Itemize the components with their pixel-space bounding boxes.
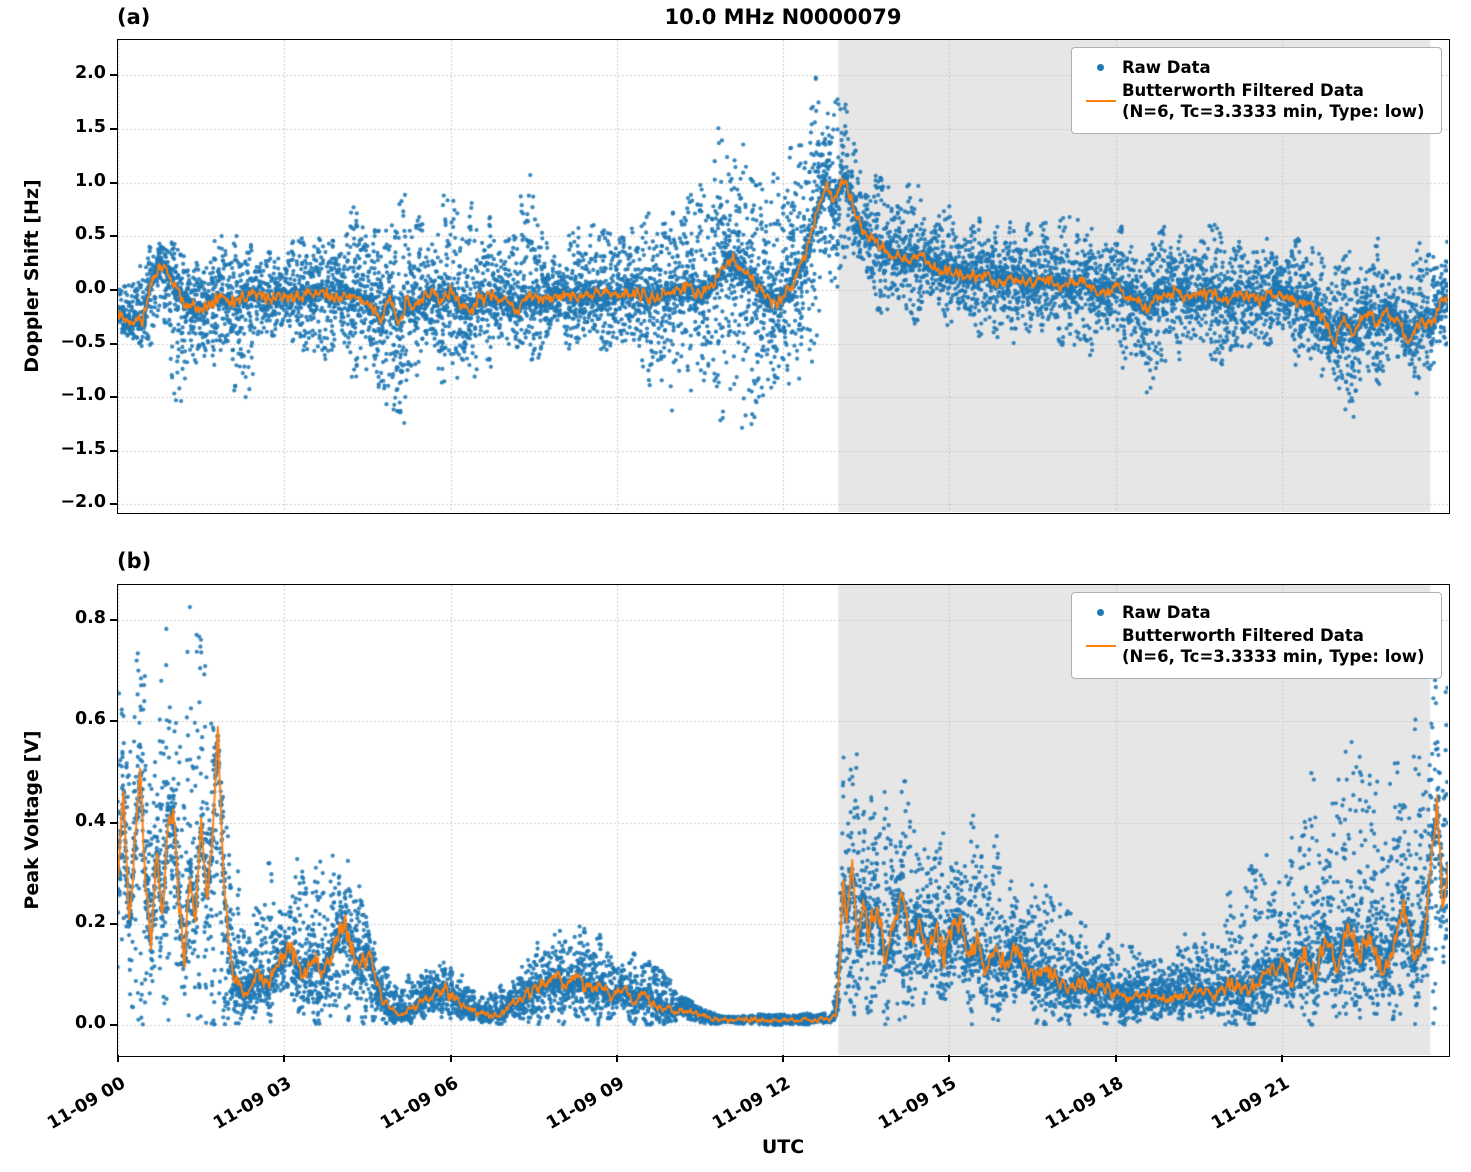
y-tick-label: −2.0 bbox=[60, 492, 106, 513]
y-tick-label: 1.0 bbox=[74, 170, 106, 191]
x-tick-mark bbox=[615, 1055, 618, 1062]
x-tick-label: 11-09 06 bbox=[376, 1073, 462, 1134]
legend-filtered-label: Butterworth Filtered Data bbox=[1121, 80, 1364, 100]
y-tick-mark bbox=[110, 922, 117, 925]
y-tick-mark bbox=[110, 396, 117, 399]
raw-data-marker-icon bbox=[1080, 608, 1122, 616]
legend-a: Raw Data Butterworth Filtered Data (N=6,… bbox=[1070, 46, 1442, 134]
x-axis-label: UTC bbox=[761, 1136, 805, 1158]
x-tick-label: 11-09 15 bbox=[875, 1073, 961, 1134]
panel-b-label: (b) bbox=[117, 549, 152, 573]
x-tick-mark bbox=[1280, 1055, 1283, 1062]
y-tick-label: 0.0 bbox=[74, 277, 106, 298]
legend-filtered-label: Butterworth Filtered Data bbox=[1121, 625, 1364, 645]
y-tick-mark bbox=[110, 181, 117, 184]
legend-raw-label: Raw Data bbox=[1121, 602, 1211, 622]
y-tick-mark bbox=[110, 720, 117, 723]
y-tick-label: −0.5 bbox=[60, 331, 106, 352]
y-tick-mark bbox=[110, 619, 117, 622]
legend-entry-filtered: Butterworth Filtered Data (N=6, Tc=3.333… bbox=[1080, 80, 1425, 122]
legend-entry-raw: Raw Data bbox=[1080, 602, 1425, 623]
x-tick-mark bbox=[449, 1055, 452, 1062]
legend-b: Raw Data Butterworth Filtered Data (N=6,… bbox=[1070, 591, 1442, 679]
y-tick-mark bbox=[110, 1023, 117, 1026]
x-tick-label: 11-09 18 bbox=[1041, 1073, 1127, 1134]
y-tick-label: 0.0 bbox=[74, 1012, 106, 1033]
y-tick-mark bbox=[110, 821, 117, 824]
filtered-line-marker-icon bbox=[1080, 644, 1122, 647]
y-tick-label: −1.0 bbox=[60, 385, 106, 406]
x-tick-mark bbox=[117, 1055, 119, 1062]
y-tick-label: 2.0 bbox=[74, 63, 106, 84]
legend-raw-label: Raw Data bbox=[1121, 57, 1211, 77]
x-tick-mark bbox=[948, 1055, 951, 1062]
y-tick-label: 1.5 bbox=[74, 117, 106, 138]
x-tick-mark bbox=[1114, 1055, 1117, 1062]
y-tick-label: 0.6 bbox=[74, 709, 106, 730]
plot-panel-b: Raw Data Butterworth Filtered Data (N=6,… bbox=[116, 583, 1450, 1057]
x-tick-label: 11-09 21 bbox=[1207, 1073, 1293, 1134]
y-tick-mark bbox=[110, 235, 117, 238]
legend-filtered-sublabel: (N=6, Tc=3.3333 min, Type: low) bbox=[1121, 101, 1425, 121]
y-tick-label: 0.5 bbox=[74, 224, 106, 245]
x-tick-label: 11-09 12 bbox=[709, 1073, 794, 1134]
chart-title: 10.0 MHz N0000079 bbox=[664, 5, 902, 29]
y-tick-mark bbox=[110, 449, 117, 452]
x-tick-label: 11-09 03 bbox=[210, 1073, 296, 1134]
y-tick-label: 0.8 bbox=[74, 608, 106, 629]
y-tick-mark bbox=[110, 503, 117, 506]
panel-a-label: (a) bbox=[117, 5, 151, 29]
y-tick-mark bbox=[110, 288, 117, 291]
y-tick-mark bbox=[110, 128, 117, 131]
y-tick-label: 0.2 bbox=[74, 911, 106, 932]
x-tick-label: 11-09 09 bbox=[542, 1073, 628, 1134]
x-tick-mark bbox=[283, 1055, 286, 1062]
y-tick-label: −1.5 bbox=[60, 438, 106, 459]
y-tick-mark bbox=[110, 342, 117, 345]
plot-panel-a: Raw Data Butterworth Filtered Data (N=6,… bbox=[116, 38, 1450, 514]
legend-entry-filtered: Butterworth Filtered Data (N=6, Tc=3.333… bbox=[1080, 625, 1425, 667]
filtered-line-marker-icon bbox=[1080, 99, 1122, 102]
y-tick-label: 0.4 bbox=[74, 810, 106, 831]
raw-data-marker-icon bbox=[1080, 63, 1122, 71]
legend-filtered-sublabel: (N=6, Tc=3.3333 min, Type: low) bbox=[1121, 646, 1425, 666]
y-tick-mark bbox=[110, 74, 117, 77]
x-tick-mark bbox=[782, 1055, 784, 1062]
legend-entry-raw: Raw Data bbox=[1080, 57, 1425, 78]
x-tick-label: 11-09 00 bbox=[44, 1073, 129, 1134]
